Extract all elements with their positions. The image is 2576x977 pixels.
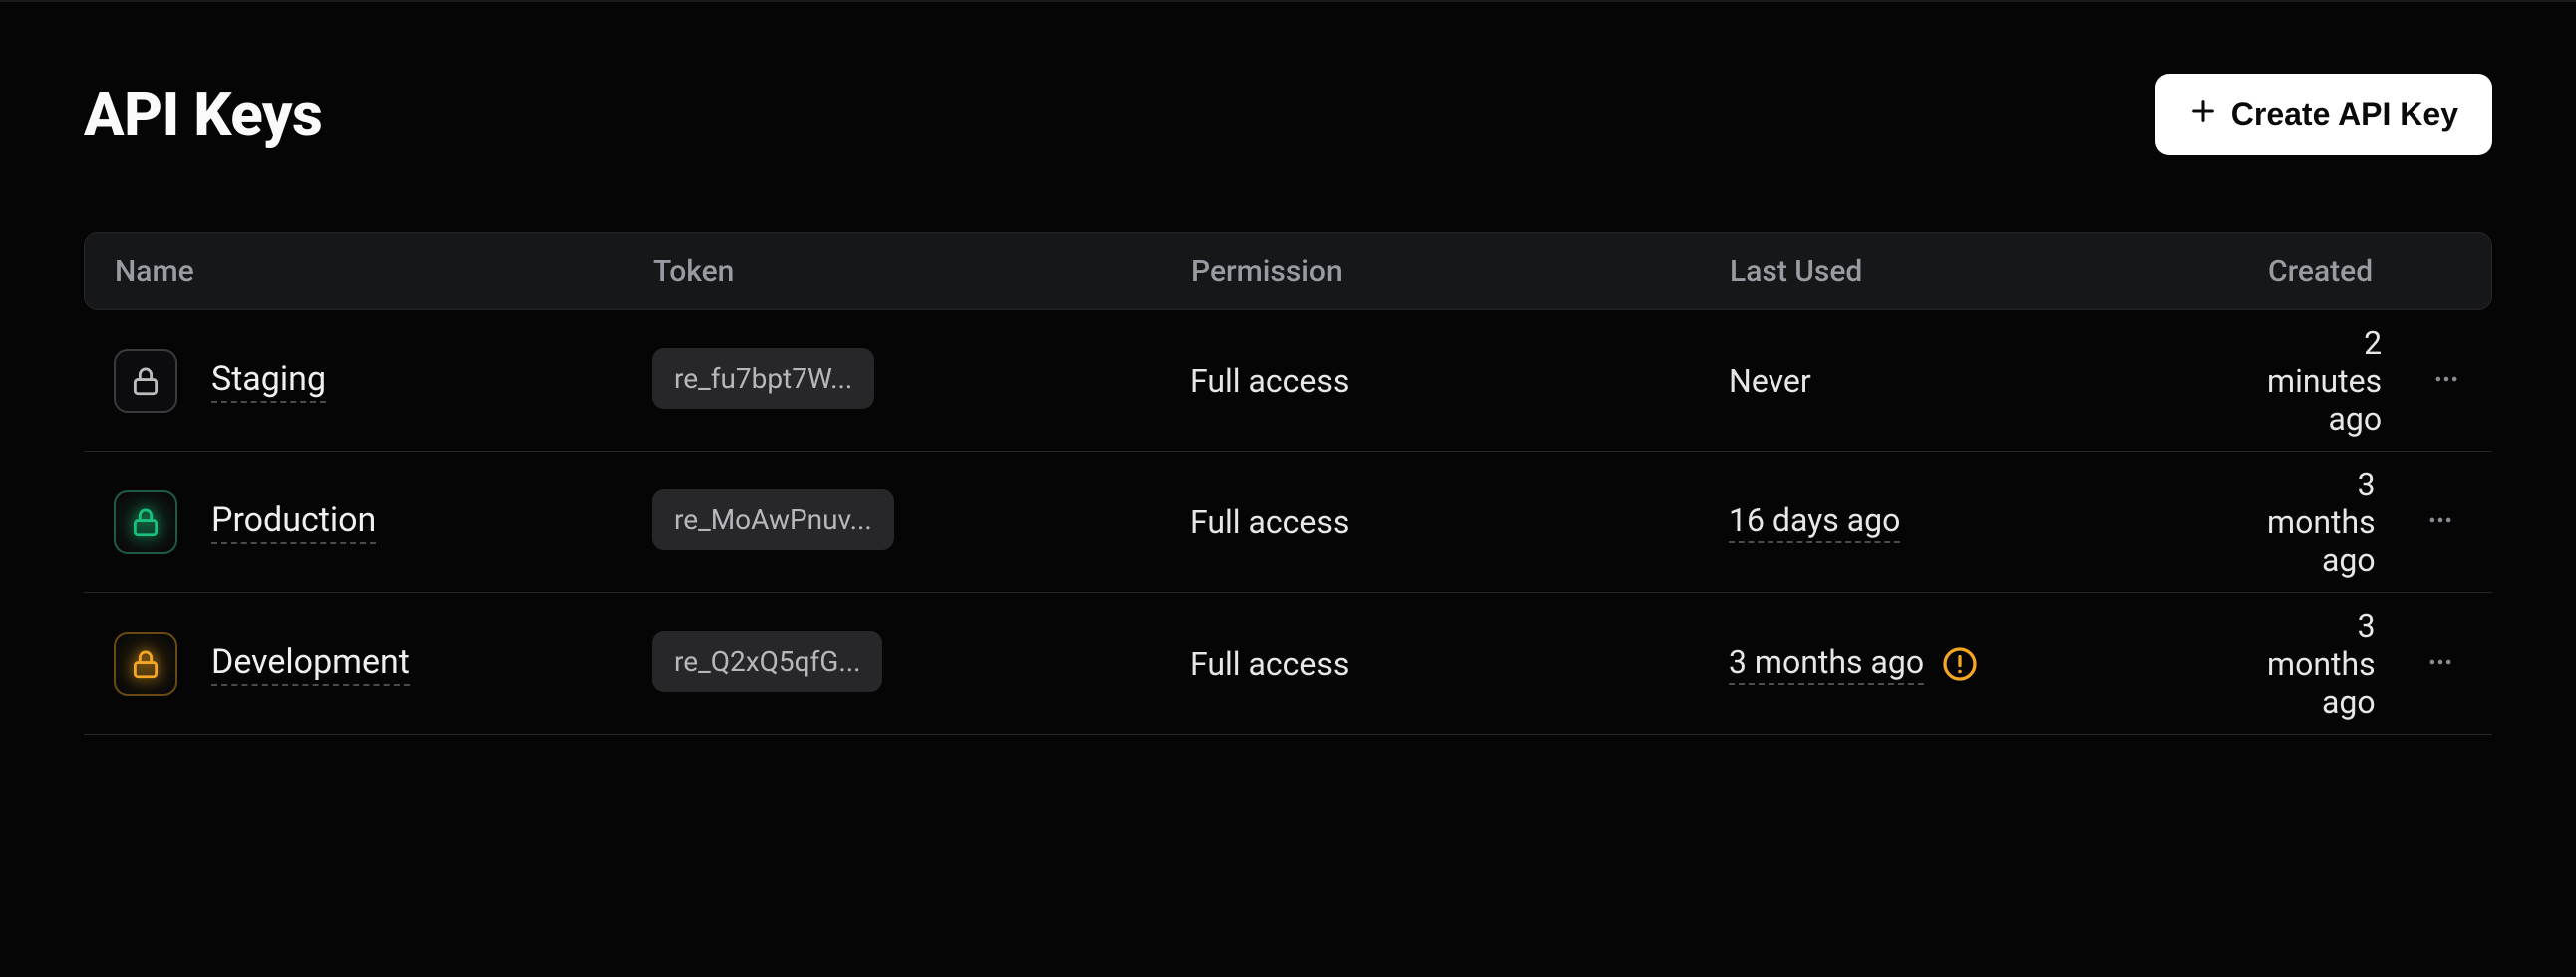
last-used-cell: 16 days ago: [1729, 501, 2267, 543]
more-horizontal-icon: [2426, 648, 2454, 679]
last-used-cell: 3 months ago: [1729, 643, 2267, 685]
api-key-name-link[interactable]: Production: [211, 500, 376, 544]
column-header-name: Name: [115, 254, 653, 289]
token-chip[interactable]: re_Q2xQ5qfG...: [652, 631, 882, 692]
row-actions-button[interactable]: [2416, 498, 2464, 546]
table-row: Staging re_fu7bpt7W... Full access Never…: [84, 310, 2492, 452]
column-header-created: Created: [2268, 254, 2393, 289]
created-value: 2 minutes ago: [2267, 324, 2402, 438]
created-value: 3 months ago: [2267, 607, 2396, 721]
token-chip[interactable]: re_MoAwPnuv...: [652, 489, 894, 550]
column-header-token: Token: [653, 254, 1191, 289]
permission-value: Full access: [1190, 645, 1729, 683]
column-header-last-used: Last Used: [1730, 254, 2268, 289]
create-api-key-button[interactable]: Create API Key: [2155, 74, 2492, 155]
lock-icon: [114, 349, 177, 413]
api-keys-table: Name Token Permission Last Used Created …: [84, 232, 2492, 735]
table-header: Name Token Permission Last Used Created: [84, 232, 2492, 310]
last-used-cell: Never: [1729, 362, 2267, 400]
permission-value: Full access: [1190, 362, 1729, 400]
more-horizontal-icon: [2432, 365, 2460, 396]
last-used-value: Never: [1729, 362, 1811, 400]
api-key-name-link[interactable]: Staging: [211, 359, 326, 403]
last-used-value: 16 days ago: [1729, 501, 1900, 543]
lock-icon: [114, 490, 177, 554]
page-title: API Keys: [84, 79, 322, 150]
api-key-name-link[interactable]: Development: [211, 642, 410, 686]
row-actions-button[interactable]: [2416, 640, 2464, 688]
create-api-key-label: Create API Key: [2231, 96, 2458, 133]
table-row: Production re_MoAwPnuv... Full access 16…: [84, 452, 2492, 593]
table-row: Development re_Q2xQ5qfG... Full access 3…: [84, 593, 2492, 735]
last-used-value: 3 months ago: [1729, 643, 1924, 685]
warning-icon: [1942, 646, 1978, 682]
plus-icon: [2189, 96, 2217, 133]
lock-icon: [114, 632, 177, 696]
more-horizontal-icon: [2426, 506, 2454, 537]
permission-value: Full access: [1190, 503, 1729, 541]
row-actions-button[interactable]: [2422, 357, 2470, 405]
token-chip[interactable]: re_fu7bpt7W...: [652, 348, 874, 409]
column-header-permission: Permission: [1191, 254, 1730, 289]
created-value: 3 months ago: [2267, 466, 2396, 579]
